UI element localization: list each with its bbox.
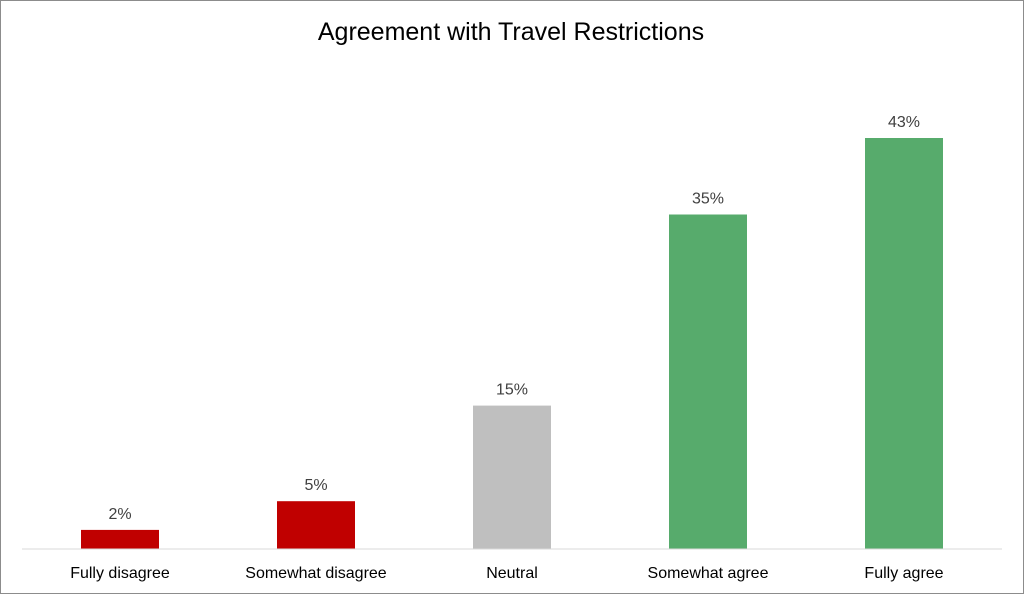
data-label: 15% (496, 382, 528, 399)
data-labels-group: 2% 5% 15% 35% 43% (108, 114, 920, 523)
bar-fully-disagree (81, 529, 159, 549)
category-labels-group: Fully disagree Somewhat disagree Neutral So… (70, 565, 943, 582)
bar-somewhat-agree (669, 214, 747, 549)
category-label: Somewhat agree (648, 565, 769, 582)
category-label: Fully agree (864, 565, 943, 582)
category-label: Neutral (486, 565, 538, 582)
category-label: Somewhat disagree (245, 565, 387, 582)
bars-group (81, 138, 943, 549)
data-label: 2% (108, 506, 131, 523)
bar-fully-agree (865, 138, 943, 549)
chart-title: Agreement with Travel Restrictions (318, 18, 704, 46)
bar-somewhat-disagree (277, 501, 355, 549)
data-label: 5% (304, 477, 327, 494)
data-label: 35% (692, 191, 724, 208)
category-label: Fully disagree (70, 565, 170, 582)
bar-neutral (473, 405, 551, 549)
data-label: 43% (888, 114, 920, 131)
